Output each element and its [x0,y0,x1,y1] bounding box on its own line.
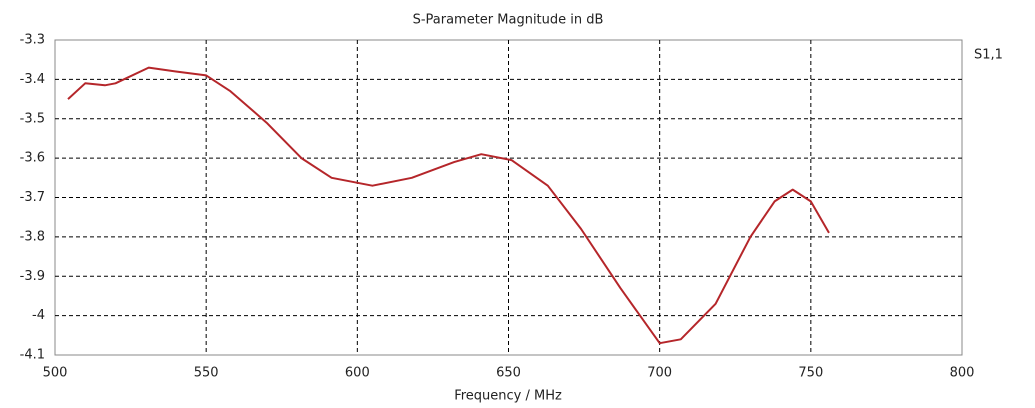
y-tick-label: -3.8 [20,229,45,244]
x-tick-label: 700 [647,366,672,381]
y-tick-label: -3.5 [20,111,45,126]
y-tick-label: -3.6 [20,151,45,166]
y-tick-label: -3.3 [20,33,45,48]
chart-title: S-Parameter Magnitude in dB [413,13,604,28]
y-tick-label: -3.9 [20,269,45,284]
x-tick-label: 500 [43,366,68,381]
data-line [67,66,830,345]
y-tick-label: -4 [32,308,45,323]
y-tick-label: -4.1 [20,348,45,363]
y-tick-label: -3.4 [20,72,45,87]
legend-label: S1,1 [974,48,1003,63]
x-tick-label: 650 [496,366,521,381]
x-axis-label: Frequency / MHz [454,389,562,404]
x-tick-label: 600 [345,366,370,381]
x-tick-label: 750 [798,366,823,381]
x-tick-label: 800 [950,366,975,381]
y-tick-label: -3.7 [20,190,45,205]
x-tick-label: 550 [194,366,219,381]
